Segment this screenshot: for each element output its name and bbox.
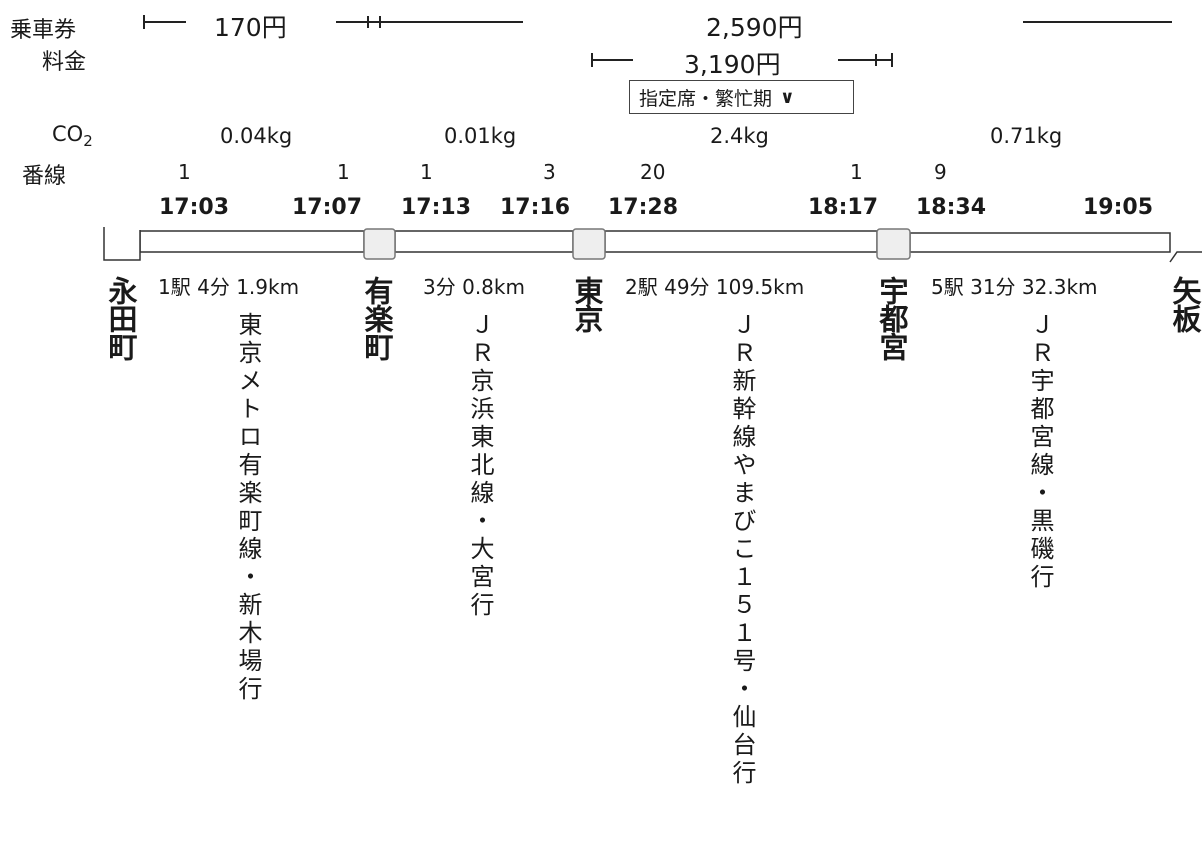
arrival-time: 19:05 xyxy=(1083,195,1154,220)
seat-type-value: 指定席・繁忙期 xyxy=(639,87,773,110)
fare-ticket-2: 2,590円 xyxy=(706,13,803,42)
departure-platform: 20 xyxy=(640,160,666,184)
arrival-time: 17:07 xyxy=(292,195,363,220)
station-name[interactable]: 東京 xyxy=(570,276,604,332)
departure-time: 18:34 xyxy=(916,195,987,220)
train-line-name[interactable]: ＪＲ新幹線やまびこ１５１号・仙台行 xyxy=(728,312,756,788)
departure-time: 17:28 xyxy=(608,195,679,220)
arrival-platform: 1 xyxy=(850,160,863,184)
segment-stats: 2駅 49分 109.5km xyxy=(625,275,805,299)
segment-stats: 5駅 31分 32.3km xyxy=(931,275,1098,299)
platform-label: 番線 xyxy=(22,164,67,189)
departure-platform: 1 xyxy=(420,160,433,184)
route-timeline xyxy=(103,227,1202,263)
segment-co2: 2.4kg xyxy=(710,124,769,148)
arrival-platform: 3 xyxy=(543,160,556,184)
departure-time: 17:13 xyxy=(401,195,472,220)
segment-co2: 0.01kg xyxy=(444,124,517,148)
fare-brackets xyxy=(143,15,1172,67)
train-line-name[interactable]: ＪＲ京浜東北線・大宮行 xyxy=(466,312,494,620)
arrival-platform: 1 xyxy=(337,160,350,184)
arrival-time: 18:17 xyxy=(808,195,879,220)
departure-platform: 1 xyxy=(178,160,191,184)
departure-time: 17:03 xyxy=(159,195,230,220)
segment-stats: 1駅 4分 1.9km xyxy=(158,275,300,299)
segment-stats: 3分 0.8km xyxy=(423,275,525,299)
fee-label: 料金 xyxy=(42,50,87,75)
ticket-label: 乗車券 xyxy=(10,18,77,43)
seat-type-select[interactable]: 指定席・繁忙期 ∨ xyxy=(629,80,854,114)
chevron-down-icon: ∨ xyxy=(780,86,795,108)
arrival-time: 17:16 xyxy=(500,195,571,220)
station-name[interactable]: 宇都宮 xyxy=(875,276,909,360)
fare-ticket-1: 170円 xyxy=(214,13,287,42)
station-name[interactable]: 永田町 xyxy=(104,276,138,360)
segment-co2: 0.04kg xyxy=(220,124,293,148)
co2-label: CO2 xyxy=(52,122,93,151)
departure-platform: 9 xyxy=(934,160,947,184)
train-line-name[interactable]: 東京メトロ有楽町線・新木場行 xyxy=(234,312,262,704)
train-line-name[interactable]: ＪＲ宇都宮線・黒磯行 xyxy=(1026,312,1054,592)
station-name[interactable]: 有楽町 xyxy=(360,276,394,360)
station-name[interactable]: 矢板 xyxy=(1168,276,1202,332)
segment-co2: 0.71kg xyxy=(990,124,1063,148)
fare-fee-1: 3,190円 xyxy=(684,50,781,79)
